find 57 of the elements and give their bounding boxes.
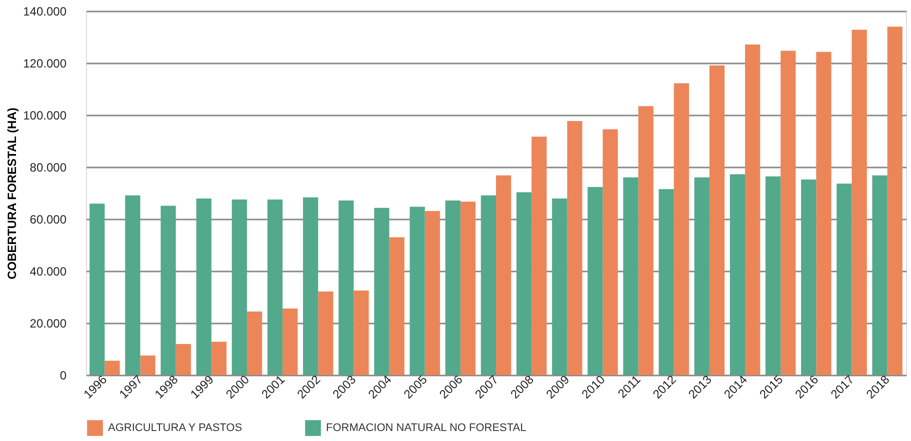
bar <box>496 175 512 375</box>
bar <box>887 26 902 375</box>
bar <box>140 356 156 375</box>
bar <box>623 177 638 375</box>
bar <box>567 120 582 375</box>
bar <box>516 192 532 375</box>
y-tick-label: 40.000 <box>30 264 67 278</box>
bar <box>303 197 318 375</box>
y-axis-title: COBERTURA FORESTAL (HA) <box>5 108 20 280</box>
bar <box>104 360 120 375</box>
bar <box>424 210 440 375</box>
bar <box>801 179 816 375</box>
bar <box>532 136 547 375</box>
y-tick-label: 60.000 <box>30 212 67 226</box>
bar <box>745 44 760 375</box>
bar <box>480 195 496 375</box>
y-tick-label: 120.000 <box>23 56 67 70</box>
bar <box>602 129 618 375</box>
bar <box>389 237 404 375</box>
bar <box>354 290 369 375</box>
y-tick-label: 100.000 <box>23 108 67 122</box>
bar <box>709 65 725 375</box>
bar <box>658 189 674 375</box>
bar <box>460 202 476 375</box>
bar <box>176 344 191 375</box>
bar <box>552 198 568 375</box>
bar <box>588 187 603 375</box>
bar <box>196 198 212 375</box>
bar <box>246 312 262 375</box>
bar <box>232 200 247 375</box>
bar <box>211 342 227 375</box>
bar <box>90 204 105 375</box>
bar <box>410 206 425 375</box>
bar <box>445 200 460 375</box>
bar <box>816 52 832 375</box>
y-tick-label: 0 <box>60 368 67 382</box>
y-tick-label: 20.000 <box>30 316 67 330</box>
bar <box>125 195 140 375</box>
bar <box>338 200 354 375</box>
bar <box>780 50 796 375</box>
bar <box>872 175 888 375</box>
bar <box>694 177 710 375</box>
bar <box>318 292 334 375</box>
legend-label: AGRICULTURA Y PASTOS <box>108 422 242 434</box>
y-tick-label: 140.000 <box>23 4 67 18</box>
y-tick-label: 80.000 <box>30 160 67 174</box>
bar <box>674 83 689 375</box>
bar <box>836 184 852 375</box>
bar <box>267 200 283 375</box>
bar <box>282 308 298 375</box>
bar <box>638 106 654 375</box>
bar <box>765 176 781 375</box>
bar <box>160 206 176 375</box>
bar <box>730 174 746 375</box>
bar <box>374 208 390 375</box>
legend-label: FORMACION NATURAL NO FORESTAL <box>326 422 526 434</box>
bar <box>852 30 867 375</box>
